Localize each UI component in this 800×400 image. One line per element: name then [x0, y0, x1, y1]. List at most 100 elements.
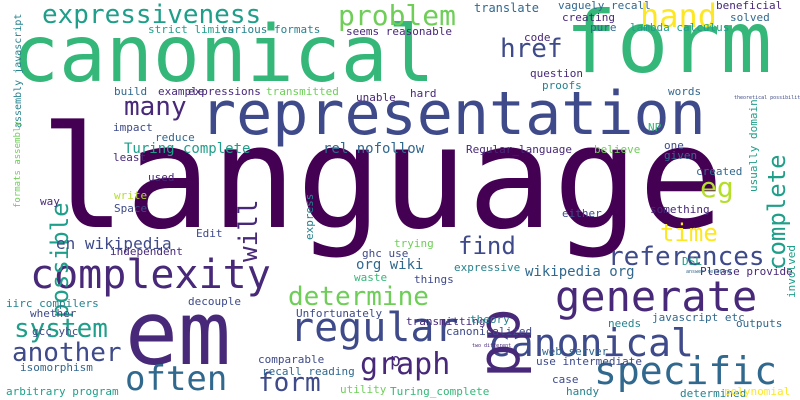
word-write: write: [114, 189, 148, 202]
word-vaguely-recall: vaguely recall: [558, 0, 651, 12]
word-answer-relating: answer relating: [686, 269, 732, 275]
word-regular: regular: [290, 305, 459, 351]
word-believe: believe: [594, 143, 641, 156]
word-gcc-yhc: gcc yhc: [32, 325, 79, 338]
word-unfortunately: Unfortunately: [296, 307, 383, 320]
word-wikipedia-org: wikipedia org: [525, 264, 635, 280]
word-least: least: [113, 151, 147, 164]
word-em: em: [125, 282, 231, 385]
word-space: Space: [114, 202, 148, 215]
word-please-provide: Please provide: [700, 265, 793, 278]
word-generate: generate: [555, 272, 758, 321]
word-find: find: [458, 232, 516, 260]
word-waste: waste: [354, 271, 388, 284]
word-independent: independent: [110, 245, 183, 258]
word-web-server: web server: [542, 345, 609, 358]
word-translate: translate: [474, 1, 540, 15]
word-reduce: reduce: [155, 131, 195, 144]
word-canonicalized: canonicalized: [446, 325, 533, 338]
word-strict-limits: strict limits: [148, 23, 235, 36]
word-representation: representation: [200, 79, 706, 149]
word-graph: graph: [360, 347, 451, 382]
word-expressions: expressions: [188, 85, 261, 98]
word-things: things: [414, 273, 454, 286]
word-case: case: [552, 373, 579, 386]
word-trying: trying: [394, 237, 434, 250]
word-either: either: [562, 207, 602, 220]
word-iirc-compilers: iirc compilers: [6, 297, 99, 310]
word-theoretical-possibilities: theoretical possibilities: [734, 95, 800, 101]
word-expressiveness: expressiveness: [42, 0, 262, 30]
word-will: will: [234, 199, 264, 262]
word-seems-reasonable: seems reasonable: [346, 25, 452, 38]
word-edit: Edit: [196, 227, 223, 240]
word-regular-language: Regular_language: [466, 143, 572, 156]
word-theory: theory: [470, 313, 510, 326]
word-form: form: [258, 368, 321, 398]
word-en-wikipedia: en wikipedia: [56, 234, 172, 253]
word-created: created: [696, 165, 743, 178]
word-expressive: expressive: [454, 261, 521, 274]
word-determine: determine: [288, 282, 429, 312]
word-canonical: canonical: [488, 321, 694, 365]
word-org-wiki: org wiki: [356, 257, 424, 273]
word-language: language: [40, 96, 724, 261]
word-turing-complete: Turing_complete: [390, 385, 490, 398]
word-given: given: [664, 149, 698, 162]
word-formats-assembly: formats assembly: [13, 121, 23, 208]
word-specific: specific: [594, 349, 778, 393]
word-needs: needs: [608, 317, 642, 330]
word-references: references: [608, 242, 765, 272]
word-solved: solved: [730, 11, 770, 24]
word-code: code: [524, 31, 551, 44]
word-canonical: canonical: [12, 10, 435, 100]
word-involved: involved: [785, 245, 798, 298]
word-used: used: [148, 171, 175, 184]
word-way: way: [40, 195, 60, 208]
word-use-intermediate: use intermediate: [536, 355, 642, 368]
word-example: example: [158, 85, 205, 98]
word-beneficial: beneficial: [716, 0, 783, 12]
word-build: build: [114, 85, 148, 98]
word-hard: hard: [410, 87, 437, 100]
word-transmitting: transmitting: [406, 315, 486, 328]
word-complexity: complexity: [30, 252, 271, 298]
word-another: another: [12, 338, 122, 368]
word-dsl: DSL: [682, 255, 702, 268]
word-rel-nofollow: rel nofollow: [323, 141, 425, 157]
word-utility: utility: [340, 383, 387, 396]
word-two-different: two different: [472, 343, 512, 349]
word-determined: determined: [680, 387, 747, 400]
word-recall-reading: recall reading: [262, 365, 355, 378]
word-comparable: comparable: [258, 353, 325, 366]
word-proofs: proofs: [542, 79, 582, 92]
word-isomorphism: isomorphism: [20, 361, 93, 374]
word-question: question: [530, 67, 583, 80]
word-system: system: [14, 314, 108, 344]
word-ghc-use: ghc use: [362, 247, 409, 260]
word-decouple: decouple: [188, 295, 241, 308]
word-javascript-etc: javascript etc: [652, 311, 745, 324]
word-one: one: [664, 139, 684, 152]
word-problem: problem: [338, 0, 457, 32]
word-polynomial: polynomial: [724, 385, 791, 398]
word-pure: pure: [590, 21, 617, 34]
word-express: express: [303, 193, 316, 240]
word-many: many: [124, 92, 187, 122]
word-transmitted: transmitted: [266, 85, 339, 98]
word-turing-complete: Turing complete: [124, 141, 251, 157]
word-creating: creating: [562, 11, 615, 24]
word-something: something: [650, 203, 710, 216]
word-assembly-javascript: assembly javascript: [13, 13, 24, 128]
word-unable: unable: [356, 91, 396, 104]
word-impact: impact: [113, 121, 153, 134]
word-outputs: outputs: [736, 317, 783, 330]
word-words: words: [668, 85, 702, 98]
word-p: p: [390, 350, 401, 371]
word-often: often: [125, 359, 228, 399]
word-eg: eg: [700, 171, 734, 204]
word-href: href: [500, 34, 563, 64]
word-np: NP: [648, 121, 662, 134]
word-lambda-calculus: lambda calculus: [630, 21, 730, 34]
